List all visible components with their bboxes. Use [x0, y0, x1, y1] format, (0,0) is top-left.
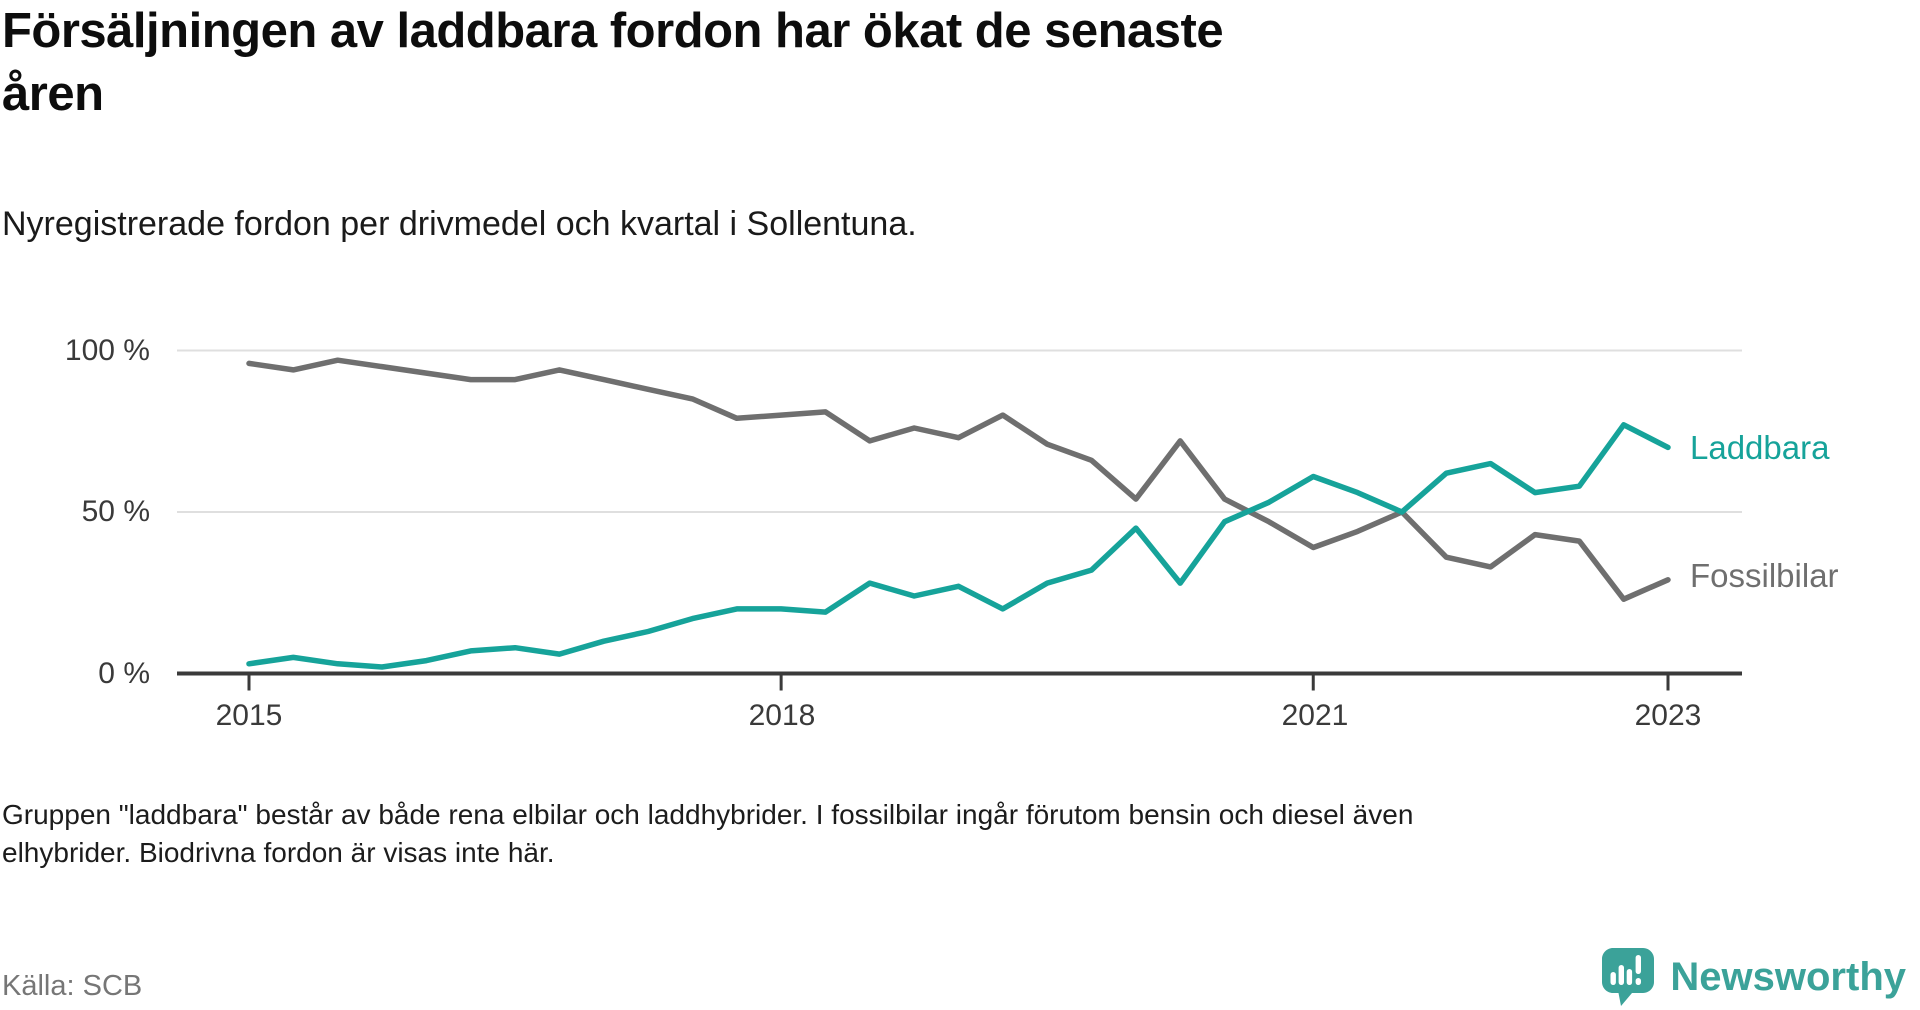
y-axis-label-100: 100 % — [64, 334, 150, 367]
fossilbilar-series-label: Fossilbilar — [1690, 557, 1839, 594]
y-axis-label-0: 0 % — [98, 657, 150, 690]
fossilbilar-line — [246, 357, 1671, 602]
x-axis-label-2015: 2015 — [215, 699, 283, 732]
x-axis-label-2023: 2023 — [1634, 699, 1702, 732]
chart-footnote: Gruppen "laddbara" består av både rena e… — [2, 799, 1414, 868]
laddbara-series-label: Laddbara — [1690, 429, 1830, 466]
source-text: Källa: SCB — [2, 970, 143, 1002]
chart-title: Försäljningen av laddbara fordon har öka… — [2, 4, 1224, 121]
newsworthy-brand: Newsworthy — [1602, 946, 1906, 1008]
newsworthy-logo-text: Newsworthy — [1670, 955, 1906, 999]
x-axis-label-2018: 2018 — [748, 699, 816, 732]
chart-subtitle: Nyregistrerade fordon per drivmedel och … — [2, 205, 917, 243]
x-axis-label-2021: 2021 — [1281, 699, 1349, 732]
y-axis-label-50: 50 % — [81, 495, 150, 528]
laddbara-line — [246, 422, 1671, 670]
line-chart-plot — [177, 349, 1742, 691]
newsworthy-logo-icon — [1602, 948, 1655, 1006]
